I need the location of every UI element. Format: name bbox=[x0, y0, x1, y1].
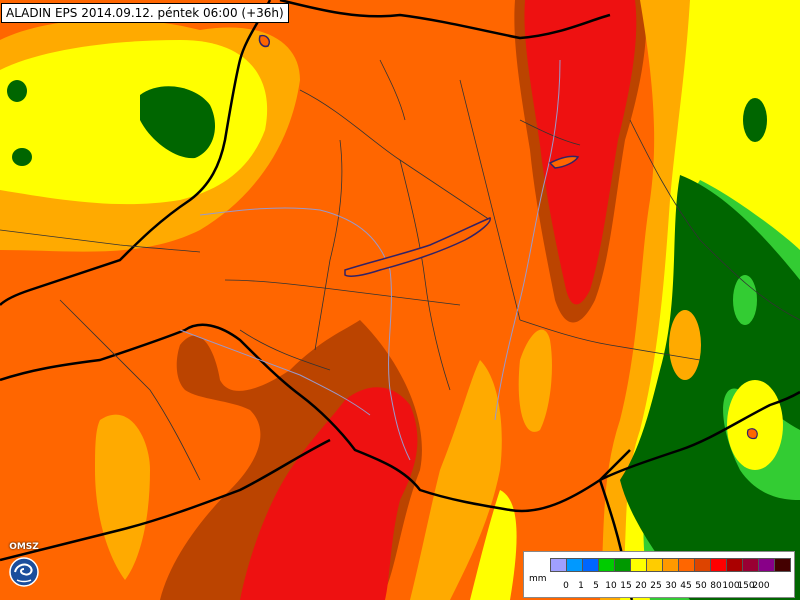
legend-tick-label: 5 bbox=[593, 581, 599, 591]
legend-swatch bbox=[630, 558, 647, 572]
legend-swatch bbox=[646, 558, 663, 572]
legend-labels: 0 1 5 10 15 20 25 30 45 50 80 100 150 200 bbox=[550, 581, 800, 593]
admin-border-2 bbox=[314, 139, 343, 351]
legend-swatch bbox=[726, 558, 743, 572]
rivers bbox=[179, 59, 561, 461]
admin-border-3 bbox=[399, 159, 451, 391]
map-title: ALADIN EPS 2014.09.12. péntek 06:00 (+36… bbox=[1, 3, 289, 23]
precip-zone-south-red bbox=[240, 387, 418, 600]
admin-border-9 bbox=[629, 119, 800, 321]
river-drava bbox=[179, 329, 371, 416]
omsz-logo-text: OMSZ bbox=[9, 542, 39, 552]
legend-tick-label: 0 bbox=[563, 581, 569, 591]
legend-swatch bbox=[582, 558, 599, 572]
admin-borders bbox=[0, 59, 800, 481]
legend-tick-label: 200 bbox=[752, 581, 770, 591]
legend-swatches bbox=[550, 558, 791, 572]
admin-border-7 bbox=[0, 229, 201, 253]
admin-border-10 bbox=[379, 59, 406, 121]
legend-tick-label: 1 bbox=[578, 581, 584, 591]
legend-swatch bbox=[742, 558, 759, 572]
lake-velence bbox=[548, 155, 580, 169]
river-danube bbox=[199, 207, 411, 461]
precip-zone-sw-lightorange bbox=[95, 414, 150, 580]
admin-border-12 bbox=[239, 329, 331, 371]
precip-zone-east-yellow-spot bbox=[727, 380, 783, 470]
precip-zone-east-green-spot bbox=[743, 98, 767, 142]
omsz-logo-icon bbox=[9, 557, 39, 587]
country-border-south-west bbox=[0, 323, 631, 513]
precip-zone-mid-lightorange bbox=[518, 329, 552, 432]
legend-swatch bbox=[566, 558, 583, 572]
legend-swatch bbox=[678, 558, 695, 572]
legend-tick-label: 20 bbox=[635, 581, 647, 591]
country-border-east bbox=[599, 390, 800, 482]
legend-tick-label: 150 bbox=[737, 581, 755, 591]
legend-swatch bbox=[614, 558, 631, 572]
legend-tick-label: 10 bbox=[605, 581, 617, 591]
legend-tick-label: 15 bbox=[620, 581, 632, 591]
legend-unit: mm bbox=[529, 574, 547, 584]
country-border-west bbox=[0, 0, 272, 306]
admin-border-5 bbox=[459, 79, 521, 321]
legend-swatch bbox=[758, 558, 775, 572]
precip-zone-south-yellow bbox=[470, 490, 517, 600]
legend-tick-label: 30 bbox=[665, 581, 677, 591]
precip-zone-east-darkgreen bbox=[620, 175, 800, 600]
precip-zone-nw-green-small-2 bbox=[12, 148, 32, 166]
lake-neusiedl bbox=[258, 34, 271, 48]
legend-tick-label: 80 bbox=[710, 581, 722, 591]
admin-border-6 bbox=[519, 319, 701, 361]
legend-swatch bbox=[662, 558, 679, 572]
river-tisza bbox=[494, 59, 561, 421]
precip-zone-nw-green-small-1 bbox=[7, 80, 27, 102]
precip-zone-ne-red bbox=[524, 0, 637, 305]
legend-tick-label: 100 bbox=[722, 581, 740, 591]
admin-border-11 bbox=[519, 119, 581, 146]
legend-tick-label: 25 bbox=[650, 581, 662, 591]
admin-border-1 bbox=[299, 89, 491, 221]
precip-zone-east-orange-spot bbox=[669, 310, 701, 380]
precip-zone-south-lightorange bbox=[410, 360, 502, 600]
legend-swatch bbox=[774, 558, 791, 572]
country-border-croatia bbox=[0, 438, 331, 562]
legend-swatch bbox=[598, 558, 615, 572]
legend-swatch bbox=[694, 558, 711, 572]
lake-east bbox=[746, 428, 758, 440]
precip-zone-nw-green bbox=[140, 86, 215, 159]
admin-border-8 bbox=[59, 299, 201, 481]
precip-zone-nw-yellow bbox=[0, 40, 268, 205]
legend-swatch bbox=[550, 558, 567, 572]
admin-border-4 bbox=[224, 279, 461, 306]
lake-balaton bbox=[344, 217, 491, 277]
omsz-logo: OMSZ bbox=[6, 542, 42, 594]
legend-tick-label: 50 bbox=[695, 581, 707, 591]
legend-tick-label: 45 bbox=[680, 581, 692, 591]
legend-swatch bbox=[710, 558, 727, 572]
country-border-north bbox=[279, 0, 611, 40]
precipitation-legend: mm 0 1 5 10 15 20 25 30 45 50 80 100 150 200 bbox=[523, 551, 795, 598]
